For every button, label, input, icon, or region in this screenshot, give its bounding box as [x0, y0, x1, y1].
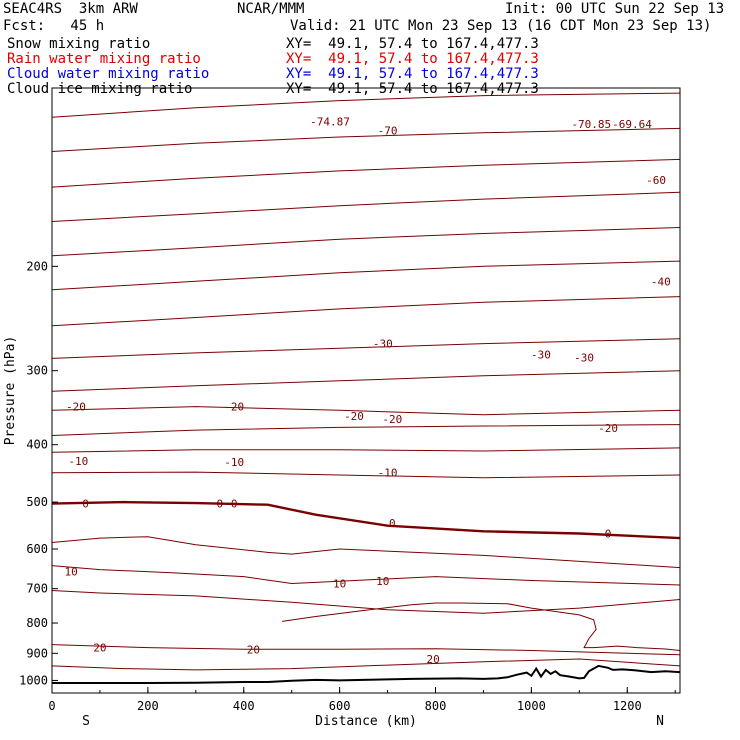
contour-label: 20: [426, 653, 439, 666]
contour--10: [51, 447, 681, 453]
y-tick-label: 900: [26, 646, 48, 660]
field-rain-name: Rain water mixing ratio: [7, 51, 201, 67]
contour-label: -40: [651, 275, 671, 288]
contour--10: [51, 424, 681, 436]
y-tick-label: 200: [26, 259, 48, 273]
contour-label: -69.64: [612, 118, 652, 131]
terrain-profile: [52, 664, 681, 684]
field-cloudwater-name: Cloud water mixing ratio: [7, 66, 210, 82]
y-tick-label: 1000: [19, 673, 48, 687]
contour-20: [51, 644, 681, 656]
x-tick-label: 400: [233, 699, 255, 713]
contour-0: [51, 500, 681, 540]
north-end-label: N: [656, 714, 664, 729]
y-tick-label: 300: [26, 364, 48, 378]
contour--30: [51, 338, 681, 359]
field-cloudice-xy: XY= 49.1, 57.4 to 167.4,477.3: [286, 81, 539, 97]
contour-label: -20: [382, 413, 402, 426]
y-tick-label: 800: [26, 616, 48, 630]
x-tick-label: 600: [329, 699, 351, 713]
contour-label: -30: [373, 338, 393, 351]
model-title: SEAC4RS 3km ARW: [3, 1, 138, 17]
contour-label: 0: [216, 498, 223, 511]
y-axis: 200 300 400 500 600 700 800 900 1000: [19, 259, 58, 687]
contour-label: -70: [378, 125, 398, 138]
contour--20: [51, 406, 681, 416]
contour-labels: -74.87 -70 -70.85 -69.64 -60 -40 -30 -30 -30 -20 -…: [65, 116, 671, 666]
contour-label: -74.87: [310, 116, 350, 129]
contour-label: 0: [231, 498, 238, 511]
x-tick-label: 1200: [613, 699, 642, 713]
organization: NCAR/MMM: [237, 1, 305, 17]
x-tick-label: 1000: [517, 699, 546, 713]
contour--10: [51, 471, 681, 479]
field-snow-name: Snow mixing ratio: [7, 36, 151, 52]
forecast-hour: Fcst: 45 h: [3, 18, 105, 34]
contour--30: [51, 296, 681, 327]
field-cloudice-name: Cloud ice mixing ratio: [7, 81, 193, 97]
x-axis-title: Distance (km): [315, 714, 417, 729]
plot-frame: [51, 87, 681, 694]
contour-20: [51, 658, 681, 671]
init-time: Init: 00 UTC Sun 22 Sep 13: [505, 1, 725, 17]
contour-label: 0: [605, 528, 612, 541]
field-rain-xy: XY= 49.1, 57.4 to 167.4,477.3: [286, 51, 539, 67]
valid-time: Valid: 21 UTC Mon 23 Sep 13 (16 CDT Mon …: [290, 18, 712, 34]
terrain-line: [52, 664, 681, 684]
contour--40: [51, 227, 681, 257]
field-cloudwater-xy: XY= 49.1, 57.4 to 167.4,477.3: [286, 66, 539, 82]
contour-label: 10: [65, 566, 78, 579]
contour-10: [51, 565, 681, 586]
contour-label: -30: [574, 351, 594, 364]
contour-label: 0: [82, 498, 89, 511]
contour-10: [51, 590, 681, 614]
contour--60: [51, 158, 681, 188]
contour-label: -10: [224, 456, 244, 469]
y-tick-label: 500: [26, 495, 48, 509]
south-end-label: S: [82, 714, 90, 729]
contour--60: [51, 127, 681, 152]
field-snow-xy: XY= 49.1, 57.4 to 167.4,477.3: [286, 36, 539, 52]
contour-label: -10: [68, 455, 88, 468]
contour-label: -20: [344, 410, 364, 423]
contour-label: -10: [378, 467, 398, 480]
x-tick-label: 0: [48, 699, 55, 713]
contour-label: -20: [66, 401, 86, 414]
y-tick-label: 400: [26, 438, 48, 452]
contour--40: [51, 260, 681, 291]
y-tick-label: 600: [26, 542, 48, 556]
contour-label: -70.85: [571, 118, 611, 131]
contour--50: [51, 191, 681, 222]
contour-label: 0: [389, 517, 396, 530]
y-axis-title: Pressure (hPa): [3, 336, 18, 446]
x-tick-label: 200: [137, 699, 159, 713]
y-tick-label: 700: [26, 582, 48, 596]
contour--20: [51, 370, 681, 392]
x-tick-label: 800: [425, 699, 447, 713]
contour-label: -20: [224, 401, 244, 414]
x-axis: 0 200 400 600 800 1000 1200: [48, 687, 676, 713]
contour-label: -20: [598, 422, 618, 435]
temperature-contours: [51, 92, 681, 671]
contour-label: -60: [646, 174, 666, 187]
contour-label: 20: [93, 642, 106, 655]
contour-label: 10: [333, 577, 346, 590]
contour-label: 10: [376, 575, 389, 588]
cloud-outline: [282, 602, 681, 651]
contour-label: -30: [531, 349, 551, 362]
contour-label: 20: [247, 643, 260, 656]
contour-0: [51, 536, 681, 569]
contour--70: [51, 92, 681, 118]
